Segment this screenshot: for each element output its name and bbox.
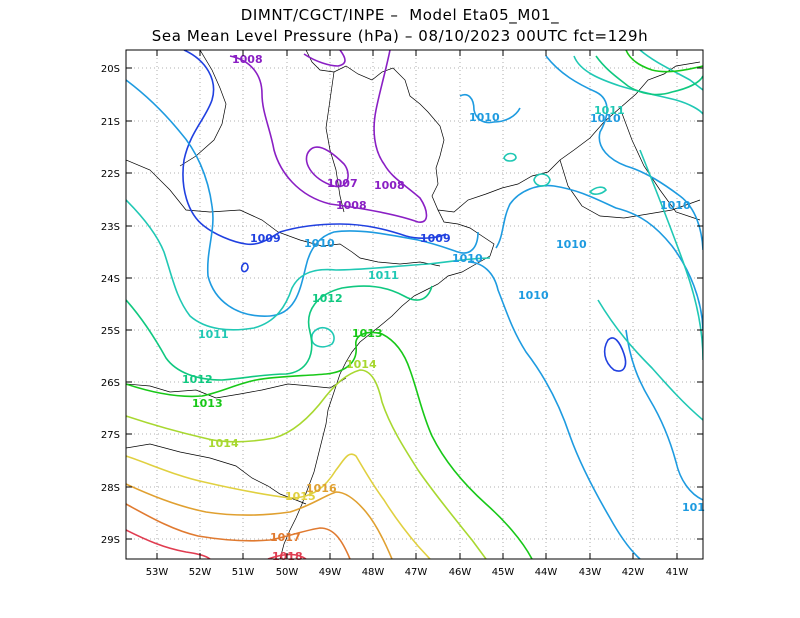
lat-label: 26S [101, 378, 120, 389]
lon-label: 53W [146, 567, 169, 578]
contour-label-1013: 1013 [192, 397, 223, 410]
isobar-1009 [182, 50, 627, 372]
latitude-labels: 20S 21S 22S 23S 24S 25S 26S 27S 28S 29S [101, 64, 120, 546]
contour-label-1013: 1013 [352, 327, 383, 340]
lon-label: 47W [405, 567, 428, 578]
lon-label: 42W [622, 567, 645, 578]
lat-label: 24S [101, 274, 120, 285]
lon-label: 52W [189, 567, 212, 578]
grid-lines [126, 50, 703, 559]
isobar-1012 [126, 55, 703, 381]
contour-label-1012: 1012 [312, 292, 343, 305]
lon-label: 49W [319, 567, 342, 578]
contour-label-1015: 1015 [285, 490, 316, 503]
lon-label: 44W [535, 567, 558, 578]
lat-label: 22S [101, 169, 120, 180]
map-frame [125, 49, 704, 560]
contour-labels: 1008 1007 1008 1008 1009 1009 1010 1010 … [182, 53, 705, 563]
lon-label: 45W [492, 567, 515, 578]
contour-label-1008: 1008 [374, 179, 405, 192]
contour-label-1007: 1007 [327, 177, 358, 190]
lat-label: 27S [101, 430, 120, 441]
lon-label: 48W [362, 567, 385, 578]
lat-label: 23S [101, 222, 120, 233]
contour-label-1010: 1010 [590, 112, 621, 125]
isobar-1016 [126, 483, 393, 559]
title-line-2: Sea Mean Level Pressure (hPa) – 08/10/20… [151, 27, 649, 45]
contour-label-1011: 1011 [368, 269, 399, 282]
contour-label-1010: 1010 [452, 252, 483, 265]
isobar-1007 [305, 146, 349, 188]
isobar-1014 [126, 369, 487, 559]
lon-label: 43W [579, 567, 602, 578]
contour-label-1014: 1014 [346, 358, 377, 371]
contour-label-1010: 1010 [469, 111, 500, 124]
lat-label: 29S [101, 535, 120, 546]
contour-label-1011: 1011 [198, 328, 229, 341]
title-line-1: DIMNT/CGCT/INPE – Model Eta05_M01_ [240, 6, 560, 24]
lat-label: 20S [101, 64, 120, 75]
contour-label-1008: 1008 [336, 199, 367, 212]
contour-label-1010: 1010 [304, 237, 335, 250]
coastline-borders [126, 50, 701, 559]
lon-label: 41W [666, 567, 689, 578]
contour-label-1010: 1010 [518, 289, 549, 302]
isobar-1008 [229, 50, 428, 223]
contour-label-1016: 1016 [306, 482, 337, 495]
isobar-1013 [126, 50, 703, 559]
isobar-1017 [126, 503, 351, 559]
lat-label: 25S [101, 326, 120, 337]
lat-label: 21S [101, 117, 120, 128]
lon-label: 51W [232, 567, 255, 578]
isobar-1018 [126, 529, 307, 559]
contour-label-1010: 1010 [556, 238, 587, 251]
contour-label-1008: 1008 [232, 53, 263, 66]
tick-marks [126, 50, 703, 559]
lat-label: 28S [101, 483, 120, 494]
contour-label-1017: 1017 [270, 531, 301, 544]
contour-label-1009: 1009 [250, 232, 281, 245]
isobar-1010 [126, 55, 703, 559]
contour-label-1009: 1009 [420, 232, 451, 245]
lon-label: 46W [449, 567, 472, 578]
isobar-1011 [126, 50, 703, 421]
isobar-1015 [126, 453, 431, 559]
contour-label-1012: 1012 [182, 373, 213, 386]
contour-label-101: 101 [682, 501, 705, 514]
lon-label: 50W [276, 567, 299, 578]
contour-label-1010-east: 1010 [660, 199, 691, 212]
contour-label-1011: 1011 [594, 104, 625, 117]
contour-label-1014: 1014 [208, 437, 239, 450]
longitude-labels: 53W 52W 51W 50W 49W 48W 47W 46W 45W 44W … [146, 567, 689, 578]
